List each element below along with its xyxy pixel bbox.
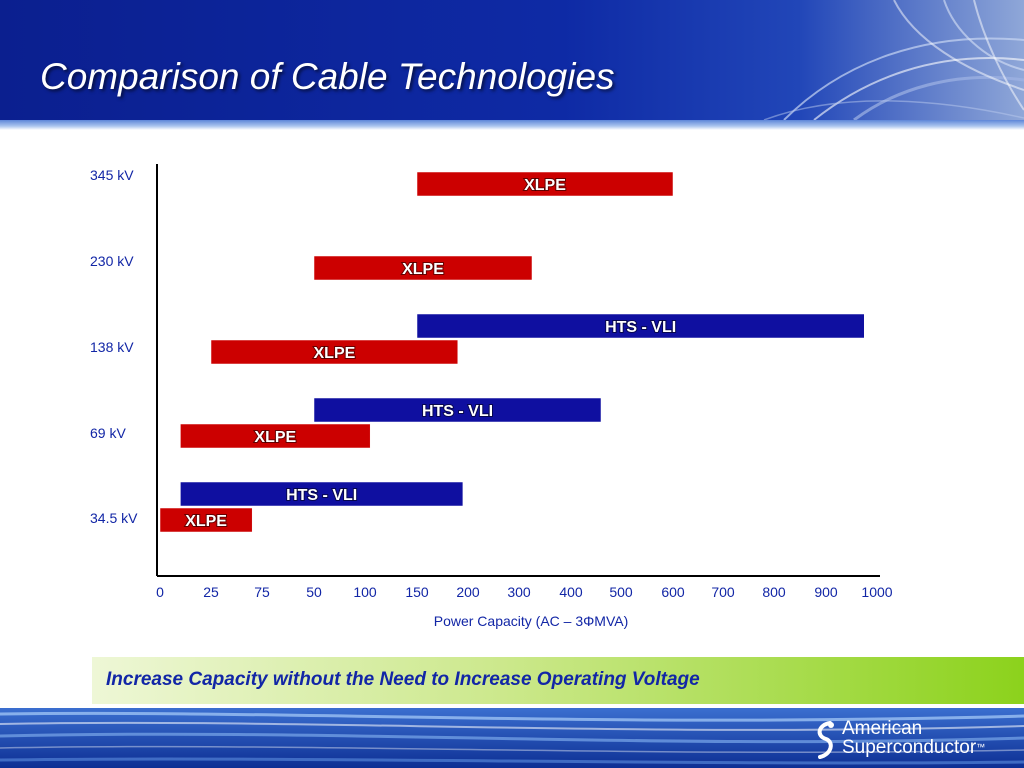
cable-graphic: [763, 0, 1024, 120]
x-tick-label: 200: [456, 584, 480, 600]
x-tick-label: 800: [762, 584, 786, 600]
category-label: 138 kV: [90, 339, 134, 355]
x-tick-label: 25: [203, 584, 219, 600]
x-tick-label: 600: [661, 584, 685, 600]
footer-stripes: [0, 711, 1024, 765]
x-tick-label: 0: [156, 584, 164, 600]
x-tick-label: 75: [254, 584, 270, 600]
hts-vli-bar: [416, 313, 865, 339]
bar-label: HTS - VLI: [605, 319, 676, 336]
bar-label: XLPE: [254, 429, 296, 446]
bar-label: XLPE: [524, 177, 566, 194]
bar-label: XLPE: [402, 261, 444, 278]
title-bar: [0, 0, 1024, 120]
banner-text: Increase Capacity without the Need to In…: [106, 669, 700, 690]
xlpe-bar: [159, 507, 253, 533]
hts-vli-bar: [180, 481, 464, 507]
logo-line-1: American: [842, 718, 923, 739]
page-title: Comparison of Cable Technologies: [40, 56, 615, 97]
summary-banner: Increase Capacity without the Need to In…: [92, 657, 1024, 704]
category-label: 69 kV: [90, 425, 126, 441]
x-tick-label: 300: [507, 584, 531, 600]
category-label: 230 kV: [90, 253, 134, 269]
x-tick-label: 400: [559, 584, 583, 600]
swirl-logo-icon: [817, 721, 834, 759]
xlpe-bar: [313, 255, 533, 281]
company-logo: American Superconductor™: [812, 716, 1012, 764]
x-tick-label: 500: [609, 584, 633, 600]
footer-bar: American Superconductor™: [0, 708, 1024, 768]
xlpe-bar: [180, 423, 371, 449]
x-tick-label: 900: [814, 584, 838, 600]
capacity-chart: 345 kV 230 kV 138 kV 69 kV 34.5 kV 0 25 75 50 100…: [0, 130, 1024, 640]
bar-label: XLPE: [185, 513, 227, 530]
header-stripe: [0, 120, 1024, 130]
category-label: 345 kV: [90, 167, 134, 183]
bar-label: HTS - VLI: [286, 487, 357, 504]
chart-canvas: 345 kV 230 kV 138 kV 69 kV 34.5 kV 0 25 75 50 100…: [90, 164, 893, 629]
xlpe-bar: [210, 339, 459, 365]
x-tick-label: 150: [405, 584, 429, 600]
bar-label: XLPE: [314, 345, 356, 362]
x-axis-title: Power Capacity (AC – 3ΦMVA): [434, 613, 629, 629]
logo-trademark: ™: [976, 742, 986, 752]
category-label: 34.5 kV: [90, 510, 138, 526]
x-tick-label: 50: [306, 584, 322, 600]
bar-label: HTS - VLI: [422, 403, 493, 420]
logo-text: American Superconductor™: [842, 719, 985, 757]
x-tick-label: 1000: [861, 584, 892, 600]
x-tick-label: 700: [711, 584, 735, 600]
logo-line-2: Superconductor: [842, 737, 977, 758]
hts-vli-bar: [313, 397, 602, 423]
xlpe-bar: [416, 171, 674, 197]
x-tick-label: 100: [353, 584, 377, 600]
